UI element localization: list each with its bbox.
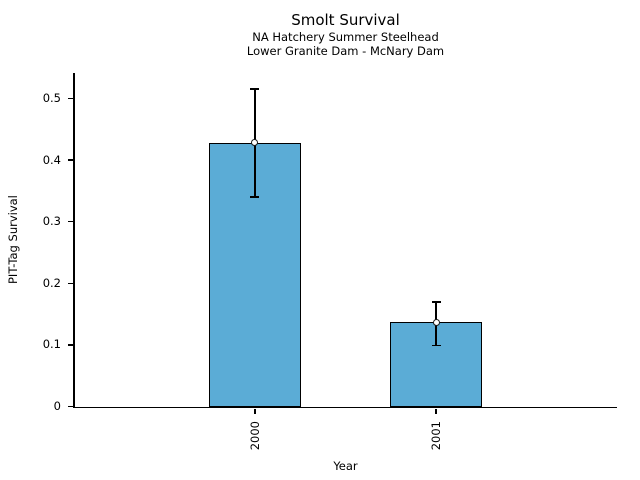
chart-title: Smolt Survival xyxy=(291,11,400,29)
y-tick xyxy=(67,159,73,161)
x-tick-2000 xyxy=(254,408,256,414)
x-tick-2001 xyxy=(435,408,437,414)
chart-subtitle-reach: Lower Granite Dam - McNary Dam xyxy=(246,43,445,58)
error-cap-low-2001 xyxy=(431,344,441,347)
x-tick-label-2000: 2000 xyxy=(247,421,263,450)
y-tick xyxy=(67,344,73,346)
y-tick xyxy=(67,405,73,408)
y-tick-label: 0 xyxy=(53,399,61,413)
point-marker-2001 xyxy=(432,318,440,326)
x-tick-label-2001: 2001 xyxy=(428,421,444,450)
x-tick-label-text: 2001 xyxy=(429,420,444,450)
y-axis-spine xyxy=(73,72,75,408)
x-axis-label: Year xyxy=(333,459,358,473)
y-tick-label: 0.5 xyxy=(42,90,61,105)
chart-subtitle-hatchery: NA Hatchery Summer Steelhead xyxy=(252,30,439,44)
x-tick-label-text: 2000 xyxy=(247,420,262,450)
error-cap-low-2000 xyxy=(250,196,260,198)
point-marker-2000 xyxy=(251,139,259,147)
plot-area: 0 0.1 0.2 0.3 0.4 0.5 2000 2001 xyxy=(43,73,617,450)
error-cap-high-2001 xyxy=(431,301,441,303)
y-tick-label: 0.3 xyxy=(42,214,61,229)
x-axis-spine xyxy=(73,406,617,408)
y-axis-label: PIT-Tag Survival xyxy=(6,195,20,285)
y-tick xyxy=(67,97,73,100)
y-tick-label: 0.1 xyxy=(42,337,61,352)
y-tick xyxy=(67,282,73,285)
y-tick-label: 0.2 xyxy=(42,275,61,290)
y-tick xyxy=(67,220,73,223)
y-tick-label: 0.4 xyxy=(42,152,61,167)
error-cap-high-2000 xyxy=(250,88,260,90)
